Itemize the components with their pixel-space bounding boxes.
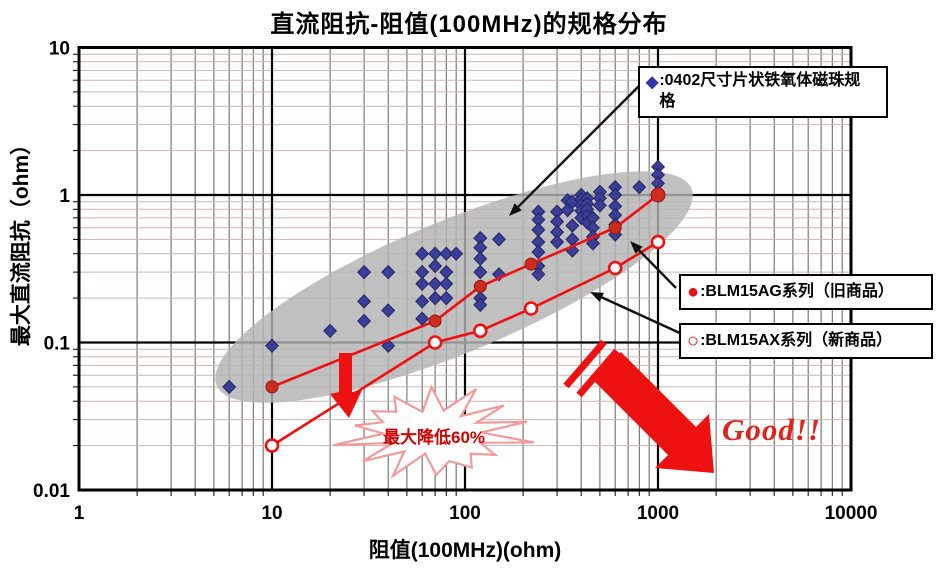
legend-scatter-spec: ◆ :0402尺寸片状铁氧体磁珠规格: [638, 66, 888, 118]
svg-text:100: 100: [449, 503, 481, 524]
open-circle-marker-icon: ○: [687, 330, 700, 352]
svg-text:1: 1: [59, 186, 70, 207]
legend-blm15ag: ● :BLM15AG系列（旧商品）: [679, 274, 933, 310]
svg-text:0.01: 0.01: [33, 481, 70, 502]
y-axis-label: 最大直流阻抗（ohm）: [10, 133, 33, 347]
svg-text:10: 10: [49, 39, 70, 60]
legend-blm15ax: ○ :BLM15AX系列（新商品）: [679, 323, 933, 359]
legend-blm15ag-label: :BLM15AG系列（旧商品）: [700, 282, 894, 300]
svg-text:0.1: 0.1: [44, 334, 71, 355]
burst-label: 最大降低60%: [382, 428, 486, 447]
svg-text:10000: 10000: [825, 503, 878, 524]
filled-circle-marker-icon: ●: [687, 281, 700, 303]
legend-scatter-label: :0402尺寸片状铁氧体磁珠规格: [659, 72, 861, 110]
legend-blm15ax-label: :BLM15AX系列（新商品）: [700, 331, 893, 349]
diamond-marker-icon: ◆: [646, 74, 659, 91]
good-label: Good!!: [722, 412, 822, 447]
svg-text:1000: 1000: [637, 503, 679, 524]
svg-text:1: 1: [74, 503, 85, 524]
svg-text:10: 10: [261, 503, 282, 524]
x-axis-label: 阻值(100MHz)(ohm): [368, 539, 562, 562]
chart-title: 直流阻抗-阻值(100MHz)的规格分布: [270, 11, 668, 38]
